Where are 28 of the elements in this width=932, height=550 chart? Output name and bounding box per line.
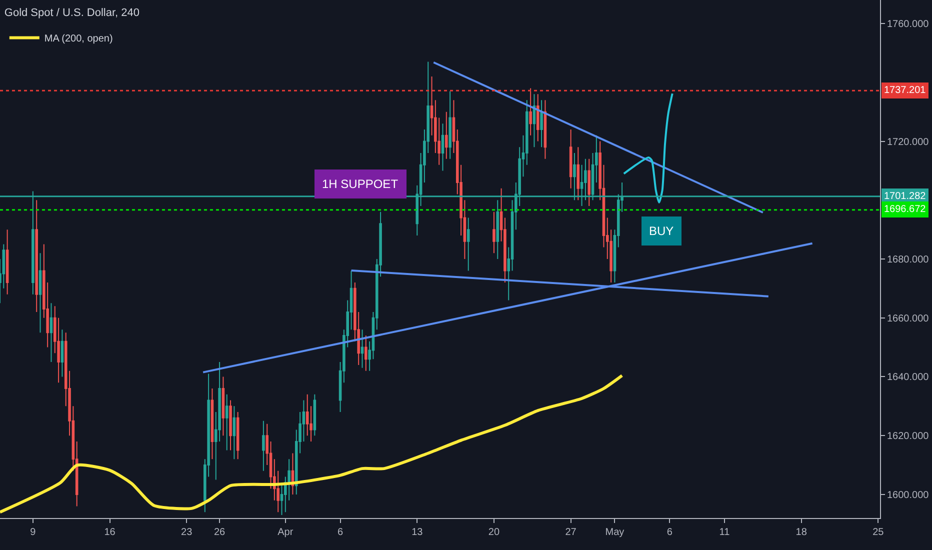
x-tick-label: Apr bbox=[278, 527, 294, 538]
x-tick-label: May bbox=[605, 527, 624, 538]
x-tick-label: 20 bbox=[488, 527, 500, 538]
annotation: 1H SUPPOET bbox=[322, 177, 399, 191]
y-tick-label: 1660.000 bbox=[887, 313, 930, 324]
x-tick-label: 23 bbox=[181, 527, 193, 538]
y-tick-label: 1720.000 bbox=[887, 136, 930, 148]
x-tick-label: 25 bbox=[872, 527, 884, 538]
x-tick-label: 13 bbox=[412, 527, 424, 538]
x-tick-label: 9 bbox=[30, 527, 36, 538]
y-tick-label: 1680.000 bbox=[887, 254, 930, 266]
x-tick-label: 11 bbox=[719, 527, 730, 538]
x-tick-label: 26 bbox=[214, 527, 226, 538]
x-tick-label: 27 bbox=[565, 527, 577, 538]
x-tick-label: 18 bbox=[796, 527, 808, 538]
y-tick-label: 1640.000 bbox=[887, 372, 930, 384]
ref-line-label: 1701.282 bbox=[884, 191, 926, 202]
text: Gold Spot / U.S. Dollar, 240 bbox=[4, 6, 140, 19]
ref-line-label: 1737.201 bbox=[884, 85, 926, 96]
y-tick-label: 1620.000 bbox=[887, 431, 930, 442]
x-tick-label: 16 bbox=[104, 527, 116, 538]
legend-label: MA (200, open) bbox=[44, 34, 113, 45]
annotation: BUY bbox=[649, 224, 674, 238]
y-tick-label: 1760.000 bbox=[887, 19, 930, 30]
x-tick-label: 6 bbox=[666, 527, 673, 538]
ref-line-label: 1696.672 bbox=[884, 204, 926, 215]
y-tick-label: 1600.000 bbox=[887, 490, 930, 501]
x-tick-label: 6 bbox=[338, 527, 344, 538]
